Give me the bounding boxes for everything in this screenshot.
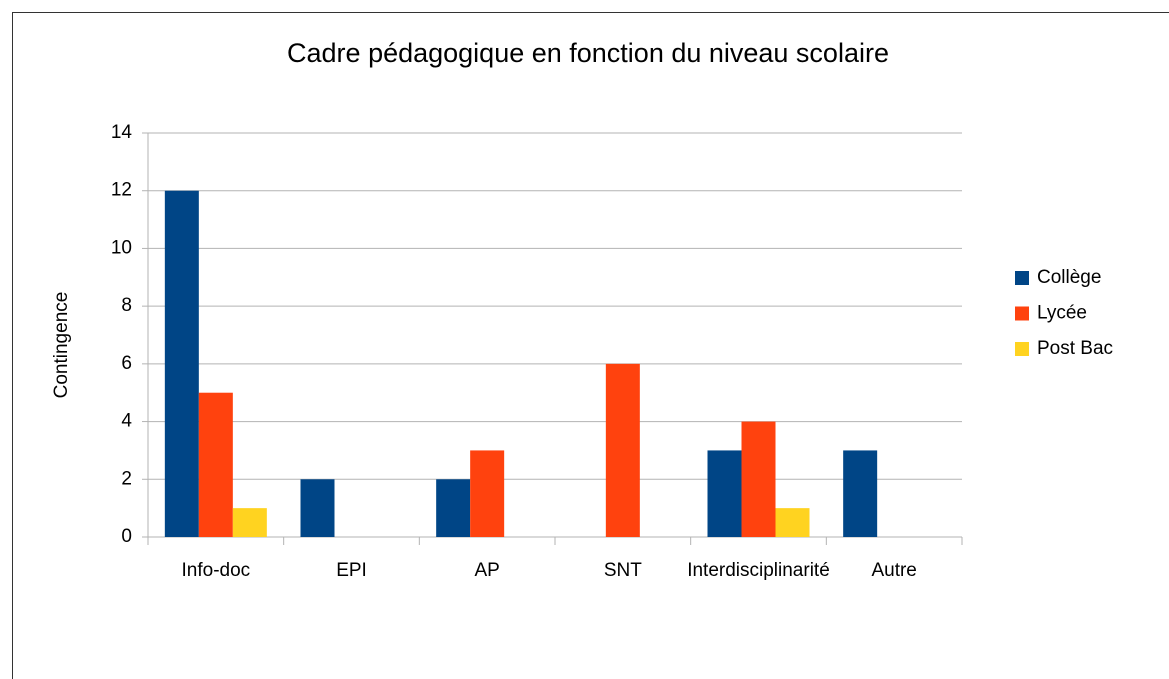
x-tick-label: Interdisciplinarité — [687, 560, 830, 581]
x-tick-label: Autre — [871, 560, 916, 581]
bar — [605, 363, 640, 537]
bar — [843, 450, 878, 537]
x-tick-label: AP — [474, 560, 499, 581]
y-tick-label: 4 — [121, 411, 132, 432]
y-tick-label: 8 — [121, 295, 132, 316]
legend-swatch — [1015, 306, 1029, 321]
legend-swatch — [1015, 342, 1029, 356]
x-tick-label: EPI — [336, 560, 367, 581]
y-tick-label: 12 — [111, 180, 132, 201]
x-tick-label: SNT — [604, 560, 642, 581]
y-axis-label: Contingence — [51, 292, 72, 399]
bar — [198, 392, 233, 537]
legend-label: Post Bac — [1037, 338, 1113, 359]
bar — [436, 479, 471, 537]
legend-label: Lycée — [1037, 303, 1087, 324]
y-tick-label: 6 — [121, 353, 132, 374]
chart-title: Cadre pédagogique en fonction du niveau … — [287, 38, 889, 68]
bar — [707, 450, 742, 537]
x-tick-label: Info-doc — [182, 560, 251, 581]
bar — [164, 190, 199, 537]
y-tick-label: 10 — [111, 237, 132, 258]
y-tick-label: 2 — [121, 468, 132, 489]
bar — [470, 450, 505, 537]
y-tick-label: 14 — [111, 122, 133, 143]
legend-label: Collège — [1037, 267, 1101, 288]
bar — [775, 508, 810, 537]
y-tick-label: 0 — [121, 526, 132, 547]
bar — [232, 508, 267, 537]
legend-swatch — [1015, 271, 1029, 285]
frame — [12, 12, 1169, 679]
bar — [300, 479, 335, 537]
bar — [741, 421, 776, 537]
